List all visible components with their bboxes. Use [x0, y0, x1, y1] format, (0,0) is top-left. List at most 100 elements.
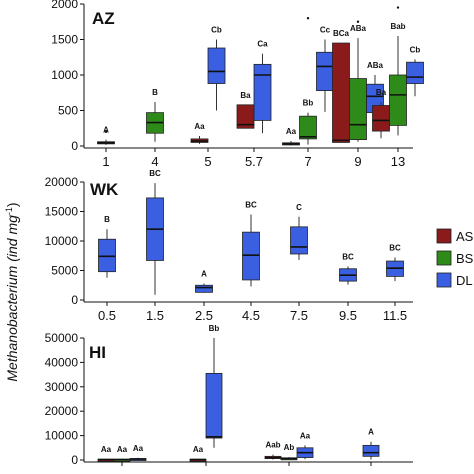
panel-title: WK — [90, 180, 119, 199]
legend-item-as: AS — [436, 228, 474, 244]
box-body — [253, 63, 272, 121]
significance-label: Ba — [376, 88, 387, 97]
significance-label: Cb — [211, 26, 222, 35]
significance-label: B — [104, 215, 110, 224]
significance-label: Aa — [286, 127, 297, 136]
x-tick-label: 5 — [204, 154, 211, 169]
x-tick-label: 9 — [354, 154, 361, 169]
significance-label: Aa — [133, 444, 144, 453]
significance-label: Aa — [101, 445, 112, 454]
box-as: Ba — [372, 88, 390, 139]
box-dl: BC — [386, 244, 404, 282]
significance-label: A — [201, 269, 207, 278]
box-dl: C — [290, 203, 308, 260]
y-tick-label: 500 — [58, 104, 78, 118]
x-tick-label: 7 — [304, 154, 311, 169]
y-axis-label: Methanobacterium (ind mg-1) — [4, 202, 20, 381]
box-bs: Bb — [299, 17, 317, 145]
box-bs: Aa — [113, 445, 131, 462]
box-bs: Ab — [280, 443, 298, 461]
significance-label: BC — [389, 244, 401, 253]
y-tick-label: 5000 — [51, 264, 78, 278]
box-bs: B — [146, 88, 164, 142]
box-body — [406, 61, 424, 84]
significance-label: Aa — [300, 431, 311, 440]
box-as: Aa — [97, 445, 115, 462]
legend-label: DL — [456, 273, 473, 288]
significance-label: A — [368, 428, 374, 437]
y-tick-label: 10000 — [45, 234, 79, 248]
box-dl: Cc — [316, 26, 334, 112]
significance-label: Bab — [390, 22, 405, 31]
panel-wk: 0 5000 10000 15000 20000 0.5 1.5 2.5 4.5 7.5 9.5 11… — [45, 169, 413, 323]
x-tick-label: 0.5 — [98, 308, 116, 323]
y-tick-label: 0 — [71, 293, 78, 307]
significance-label: Ba — [240, 91, 251, 100]
outlier-point — [396, 6, 400, 9]
y-tick-label: 15000 — [45, 205, 79, 219]
y-tick-label: 50000 — [45, 331, 79, 345]
legend-swatch — [436, 250, 452, 266]
box-body — [242, 231, 260, 281]
panel-title: AZ — [92, 9, 115, 28]
box-dl: Cb — [406, 45, 424, 97]
legend-swatch — [436, 228, 452, 244]
legend-item-bs: BS — [436, 250, 474, 266]
box-body — [98, 238, 116, 273]
x-tick-label: 1.5 — [146, 308, 164, 323]
box-dl: BC — [339, 252, 357, 285]
box-dl: Aa — [296, 431, 314, 460]
box-body — [195, 284, 213, 293]
significance-label: A — [103, 126, 109, 135]
box-dl: A — [362, 428, 380, 460]
panel-az: 0 500 1000 1500 2000 1 4 5 5.7 7 9 13 AZ A B Aa Cb Ba Ca Aa… — [51, 0, 424, 169]
significance-label: Aa — [117, 445, 128, 454]
y-tick-label: 0 — [71, 453, 78, 467]
x-tick-label: 5.7 — [245, 154, 263, 169]
outlier-point — [356, 20, 360, 23]
legend-item-dl: DL — [436, 272, 473, 288]
significance-label: Ab — [284, 443, 295, 452]
x-tick-label: 9.5 — [339, 308, 357, 323]
outlier-point — [306, 17, 310, 20]
x-tick-label: 4.5 — [242, 308, 260, 323]
box-body — [389, 74, 407, 126]
significance-label: Bb — [209, 324, 220, 333]
box-as: Aa — [190, 122, 209, 144]
x-tick-label: 4 — [151, 154, 158, 169]
box-body — [372, 105, 390, 132]
significance-label: Aa — [193, 445, 204, 454]
y-tick-label: 0 — [71, 139, 78, 153]
box-as: Aa — [282, 127, 300, 146]
legend-label: AS — [456, 229, 474, 244]
y-tick-label: 1500 — [51, 33, 78, 47]
box-body — [299, 115, 317, 140]
legend-label: BS — [456, 251, 474, 266]
x-tick-label: 7.5 — [290, 308, 308, 323]
significance-label: B — [152, 88, 158, 97]
y-tick-label: 20000 — [45, 175, 79, 189]
y-tick-label: 20000 — [45, 404, 79, 418]
y-tick-label: 10000 — [45, 429, 79, 443]
panel-hi: 0 10000 20000 30000 40000 50000 HI Aa Aa Aa Aa Bb Aa… — [45, 324, 413, 467]
y-tick-label: 1000 — [51, 68, 78, 82]
box-dl: Ca — [253, 40, 272, 134]
box-bs: ABa — [349, 20, 367, 142]
box-body — [362, 444, 380, 457]
outlier-point — [104, 130, 108, 133]
box-bs: Bab — [389, 6, 407, 136]
panel-title: HI — [89, 343, 106, 362]
significance-label: Aa — [194, 122, 205, 131]
box-dl: A — [195, 269, 213, 293]
significance-label: Cc — [320, 26, 331, 35]
box-body — [207, 47, 226, 84]
box-as: BCa — [332, 29, 350, 143]
box-as: Aab — [264, 441, 282, 460]
box-body — [290, 226, 308, 255]
significance-label: BC — [342, 252, 354, 261]
box-body — [349, 78, 367, 141]
significance-label: ABa — [350, 24, 367, 33]
significance-label: Cb — [410, 45, 421, 54]
box-dl: BC — [242, 200, 260, 287]
